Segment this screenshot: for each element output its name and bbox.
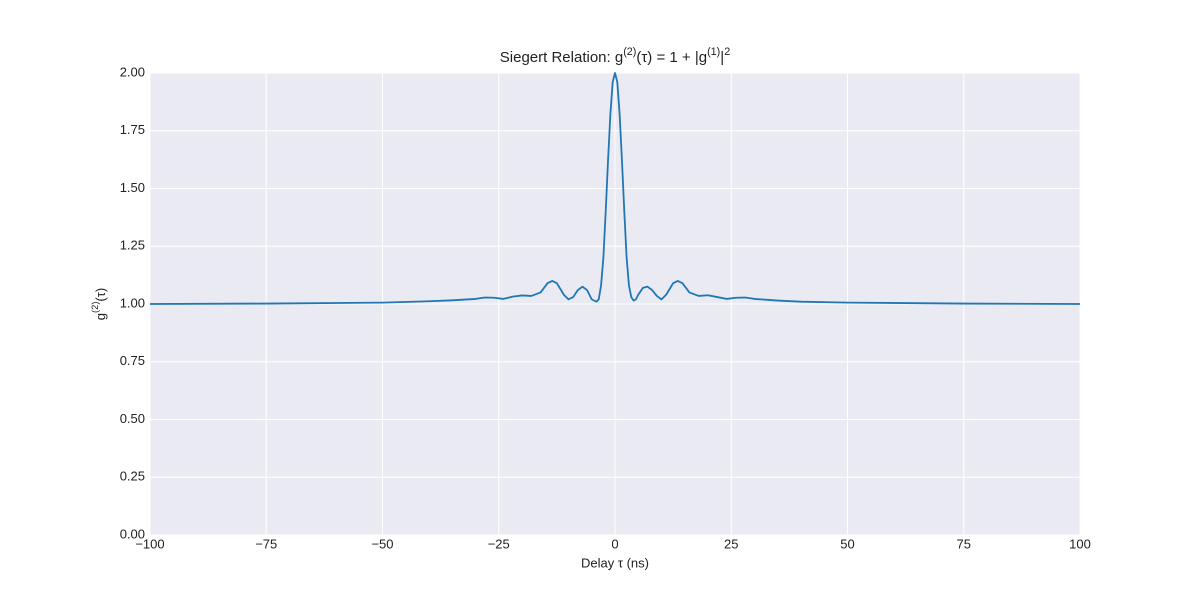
y-tick-label: 0.50 bbox=[120, 411, 145, 426]
superscript: (1) bbox=[707, 46, 720, 58]
x-tick-label: −75 bbox=[255, 536, 277, 551]
chart-title: Siegert Relation: g(2)(τ) = 1 + |g(1)|2 bbox=[500, 46, 730, 66]
x-tick-label: 100 bbox=[1069, 536, 1091, 551]
y-tick-label: 0.00 bbox=[120, 526, 145, 541]
text-part: | bbox=[720, 49, 724, 66]
y-tick-label: 1.75 bbox=[120, 122, 145, 137]
superscript: 2 bbox=[724, 46, 730, 58]
superscript: (2) bbox=[623, 46, 636, 58]
text-part: g bbox=[93, 313, 108, 320]
x-tick-label: 0 bbox=[611, 536, 618, 551]
text-part: (τ) = 1 + |g bbox=[636, 49, 707, 66]
y-tick-label: 1.50 bbox=[120, 180, 145, 195]
x-tick-label: −25 bbox=[488, 536, 510, 551]
x-tick-label: −50 bbox=[371, 536, 393, 551]
x-axis-label: Delay τ (ns) bbox=[581, 555, 649, 570]
y-axis-label: g(2)(τ) bbox=[90, 288, 108, 320]
text-part: (τ) bbox=[93, 288, 108, 302]
x-tick-label: 75 bbox=[957, 536, 971, 551]
x-tick-label: 25 bbox=[724, 536, 738, 551]
y-tick-label: 1.00 bbox=[120, 295, 145, 310]
text-part: Siegert Relation: g bbox=[500, 49, 623, 66]
x-tick-label: 50 bbox=[840, 536, 854, 551]
y-tick-label: 2.00 bbox=[120, 64, 145, 79]
superscript: (2) bbox=[90, 302, 100, 313]
y-tick-label: 0.25 bbox=[120, 469, 145, 484]
y-tick-label: 0.75 bbox=[120, 353, 145, 368]
y-tick-label: 1.25 bbox=[120, 238, 145, 253]
data-line bbox=[149, 72, 1081, 305]
x-tick-label: −100 bbox=[135, 536, 164, 551]
